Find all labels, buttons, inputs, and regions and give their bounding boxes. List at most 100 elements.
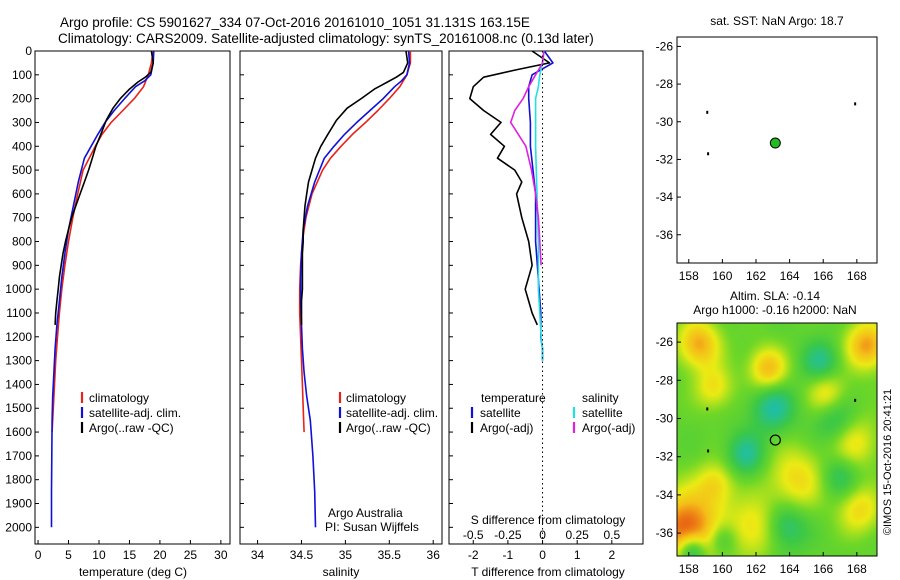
salinity-x-tick-label: 35 — [339, 548, 353, 562]
difference-series-temperature-argo-adj- — [468, 50, 551, 326]
t-difference-tick-label: 1 — [574, 548, 581, 562]
sla-map-lon-tick-label: 168 — [847, 562, 867, 576]
salinity-x-tick-label: 35.5 — [378, 548, 402, 562]
s-difference-tick-label: 0.25 — [565, 528, 589, 542]
temperature-series-satellite-adj-clim- — [50, 50, 155, 528]
t-difference-tick-label: -1 — [503, 548, 514, 562]
island-marker — [854, 398, 857, 402]
depth-tick-label: 1700 — [5, 449, 32, 463]
sla-heatmap-image — [677, 323, 877, 556]
island-marker — [707, 449, 710, 453]
sst-map-background — [677, 37, 877, 263]
island-marker — [706, 110, 709, 114]
sst-map-lon-tick-label: 162 — [746, 269, 766, 283]
depth-tick-label: 1200 — [5, 330, 32, 344]
depth-tick-label: 300 — [12, 115, 32, 129]
depth-tick-label: 500 — [12, 163, 32, 177]
sst-map-lat-tick-label: -28 — [656, 77, 674, 91]
sst-map-lat-tick-label: -30 — [656, 115, 674, 129]
depth-tick-label: 400 — [12, 139, 32, 153]
salinity-series-argo-raw-qc- — [300, 50, 409, 325]
sla-title-line2: Argo h1000: -0.16 h2000: NaN — [693, 303, 856, 317]
temperature-x-tick-label: 30 — [214, 548, 228, 562]
temperature-x-tick-label: 20 — [153, 548, 167, 562]
salinity-x-tick-label: 34.5 — [290, 548, 314, 562]
salinity-legend-label: climatology — [346, 391, 406, 405]
island-marker — [706, 407, 709, 411]
sst-map-lat-tick-label: -34 — [656, 190, 674, 204]
depth-tick-label: 200 — [12, 92, 32, 106]
t-difference-tick-label: 2 — [608, 548, 615, 562]
sla-map-lat-tick-label: -30 — [656, 411, 674, 425]
sst-map-lon-tick-label: 160 — [712, 269, 732, 283]
depth-tick-label: 1000 — [5, 282, 32, 296]
depth-tick-label: 1300 — [5, 354, 32, 368]
salinity-x-tick-label: 34 — [251, 548, 265, 562]
sst-map-lon-tick-label: 168 — [847, 269, 867, 283]
pi-annotation-line2: PI: Susan Wijffels — [325, 520, 419, 534]
temperature-x-tick-label: 0 — [35, 548, 42, 562]
difference-legend-salinity-title: salinity — [582, 391, 619, 405]
sst-map-title: sat. SST: NaN Argo: 18.7 — [710, 14, 844, 28]
sla-map-lat-tick-label: -34 — [656, 488, 674, 502]
depth-tick-label: 2000 — [5, 520, 32, 534]
sla-map-frame — [676, 322, 878, 557]
difference-legend-salinity-label: satellite — [582, 406, 623, 420]
temperature-series-climatology — [51, 50, 154, 433]
s-difference-tick-label: 0 — [539, 528, 546, 542]
s-difference-tick-label: 0.5 — [603, 528, 620, 542]
sla-map-lat-tick-label: -26 — [656, 335, 674, 349]
sst-map-lon-tick-label: 164 — [780, 269, 800, 283]
difference-plot-frame — [448, 50, 644, 545]
sst-map-panel: sat. SST: NaN Argo: 18.7 158 160 162 164 166 1… — [656, 14, 878, 283]
profile-location-marker — [769, 137, 781, 149]
sla-map-lon-tick-label: 164 — [780, 562, 800, 576]
difference-legend-salinity-label: Argo(-adj) — [582, 421, 635, 435]
temperature-series-argo-raw-qc- — [54, 50, 154, 325]
salinity-plot-frame — [239, 50, 443, 545]
sst-map-lat-tick-label: -26 — [656, 39, 674, 53]
temperature-legend-label: Argo(..raw -QC) — [89, 421, 174, 435]
sla-map-lon-tick-label: 162 — [746, 562, 766, 576]
sst-map-lon-tick-label: 166 — [813, 269, 833, 283]
salinity-legend-label: satellite-adj. clim. — [346, 406, 438, 420]
s-difference-tick-label: -0.5 — [463, 528, 484, 542]
temperature-plot-frame — [34, 50, 231, 545]
figure-title-line1: Argo profile: CS 5901627_334 07-Oct-2016… — [60, 15, 530, 30]
island-marker — [854, 102, 857, 106]
temperature-legend-label: satellite-adj. clim. — [89, 406, 181, 420]
sla-profile-location-marker — [769, 434, 781, 446]
depth-tick-label: 1900 — [5, 497, 32, 511]
difference-series-salinity-argo-adj- — [509, 50, 545, 266]
sst-map-frame — [676, 36, 878, 264]
temperature-x-tick-label: 15 — [123, 548, 137, 562]
sla-map-lat-tick-label: -32 — [656, 450, 674, 464]
depth-tick-label: 1800 — [5, 473, 32, 487]
sla-map-lon-tick-label: 158 — [679, 562, 699, 576]
t-difference-axis-label: T difference from climatology — [471, 565, 625, 579]
sst-map-lat-tick-label: -32 — [656, 152, 674, 166]
depth-tick-label: 900 — [12, 258, 32, 272]
depth-tick-label: 100 — [12, 68, 32, 82]
salinity-series-climatology — [298, 51, 412, 433]
t-difference-tick-label: -2 — [468, 548, 479, 562]
depth-tick-label: 1400 — [5, 377, 32, 391]
figure-title-line2: Climatology: CARS2009. Satellite-adjuste… — [58, 31, 594, 46]
salinity-series-satellite-adj-clim- — [299, 50, 411, 528]
pi-annotation-line1: Argo Australia — [328, 506, 403, 520]
depth-tick-label: 700 — [12, 211, 32, 225]
sla-title-line1: Altim. SLA: -0.14 — [730, 289, 820, 303]
difference-legend-temperature-title: temperature — [481, 391, 546, 405]
depth-tick-label: 800 — [12, 235, 32, 249]
salinity-legend-label: Argo(..raw -QC) — [346, 421, 431, 435]
island-marker — [707, 152, 710, 156]
imos-timestamp-label: ©IMOS 15-Oct-2016 20:41:21 — [882, 389, 894, 535]
temperature-x-axis-label: temperature (deg C) — [79, 565, 187, 579]
sla-map-lat-tick-label: -36 — [656, 526, 674, 540]
temperature-x-tick-label: 5 — [65, 548, 72, 562]
difference-legend-temperature-label: Argo(-adj) — [480, 421, 533, 435]
difference-series-salinity-satellite — [534, 50, 545, 361]
t-difference-tick-label: 0 — [539, 548, 546, 562]
